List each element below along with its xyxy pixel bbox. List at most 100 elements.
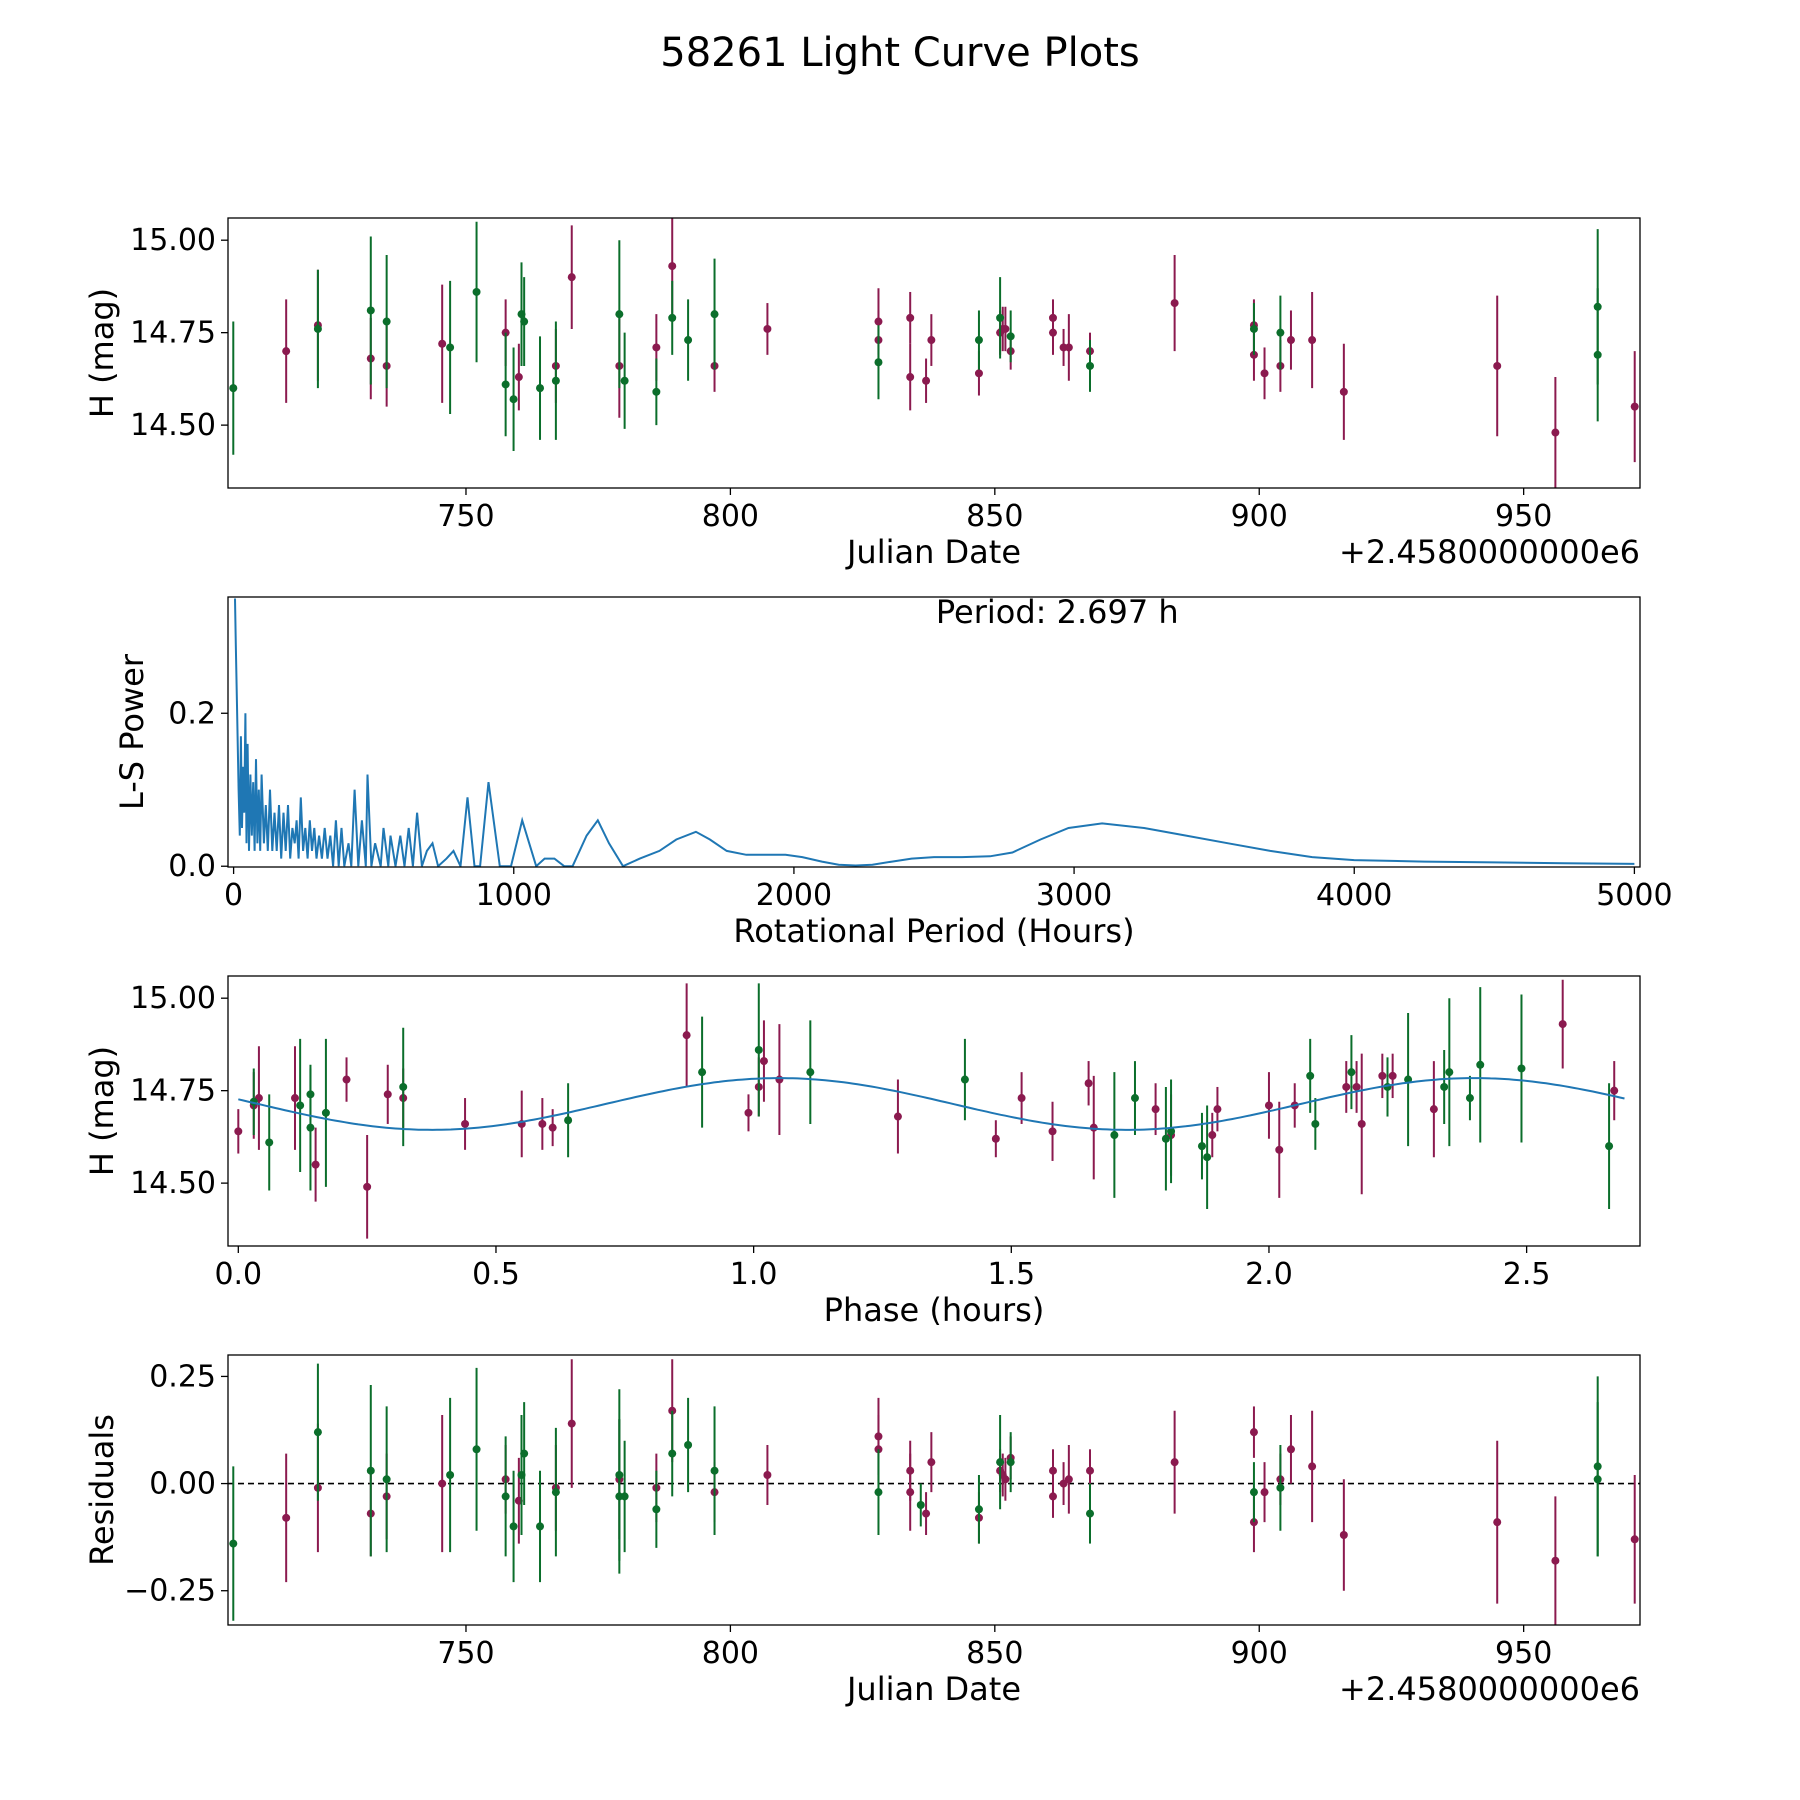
data-point — [927, 1432, 936, 1493]
data-point — [501, 332, 510, 437]
data-marker — [806, 1068, 815, 1077]
data-point — [874, 325, 883, 400]
data-point — [1445, 998, 1454, 1147]
data-point — [1208, 1112, 1217, 1158]
data-marker — [1306, 1071, 1315, 1080]
data-marker — [501, 380, 510, 389]
data-marker — [1493, 361, 1502, 370]
data-marker — [1465, 1094, 1474, 1103]
data-marker — [1197, 1142, 1206, 1151]
periodogram-line — [234, 598, 1635, 867]
data-point — [906, 343, 915, 411]
data-marker — [311, 1160, 320, 1169]
y-axis-label: H (mag) — [83, 288, 121, 418]
data-marker — [1249, 1488, 1258, 1497]
data-marker — [306, 1090, 315, 1099]
data-marker — [564, 1116, 573, 1125]
data-point — [472, 221, 481, 363]
data-marker — [916, 1501, 925, 1509]
data-marker — [996, 313, 1005, 322]
data-marker — [1048, 328, 1057, 337]
data-marker — [548, 1123, 557, 1132]
data-marker — [509, 395, 518, 404]
data-point — [1378, 1053, 1387, 1099]
data-point — [564, 1083, 573, 1158]
data-point — [1064, 1445, 1073, 1514]
data-marker — [960, 1075, 969, 1084]
x-offset-label: +2.4580000000e6 — [1339, 1670, 1640, 1708]
data-point — [382, 1406, 391, 1553]
data-marker — [1064, 1475, 1073, 1484]
data-marker — [290, 1094, 299, 1103]
y-tick-label: 14.50 — [130, 1166, 216, 1201]
data-point — [1352, 1061, 1361, 1113]
data-point — [265, 1094, 274, 1191]
residuals-frame — [227, 1354, 1641, 1626]
data-marker — [620, 376, 629, 385]
data-marker — [1170, 1458, 1179, 1467]
data-marker — [1352, 1082, 1361, 1091]
data-point — [974, 310, 983, 370]
data-point — [567, 225, 576, 329]
data-point — [229, 321, 238, 455]
y-tick-label: 0.0 — [168, 849, 216, 884]
data-point — [1311, 1098, 1320, 1150]
data-marker — [1276, 328, 1285, 337]
data-point — [763, 1445, 772, 1505]
data-marker — [1388, 1071, 1397, 1080]
x-tick-label: 850 — [966, 499, 1023, 534]
data-point — [916, 1483, 925, 1527]
data-marker — [710, 310, 719, 319]
data-marker — [1086, 361, 1095, 370]
data-marker — [1339, 387, 1348, 396]
data-marker — [1593, 1475, 1602, 1484]
data-marker — [399, 1082, 408, 1091]
data-point — [1517, 994, 1526, 1143]
data-point — [1275, 1101, 1284, 1198]
residuals-plot-area — [228, 1359, 1640, 1625]
data-marker — [446, 343, 455, 352]
data-point — [536, 1470, 545, 1583]
data-marker — [652, 1505, 661, 1514]
y-axis-label: Residuals — [83, 1414, 121, 1566]
data-point — [536, 336, 545, 440]
x-tick-label: 750 — [437, 1636, 494, 1671]
data-marker — [1203, 1153, 1212, 1162]
data-marker — [1347, 1068, 1356, 1077]
data-point — [520, 277, 529, 366]
data-marker — [1006, 1458, 1015, 1467]
data-marker — [265, 1138, 274, 1147]
data-marker — [1130, 1094, 1139, 1103]
data-marker — [472, 1445, 481, 1454]
data-marker — [536, 384, 545, 393]
x-axis-label: Julian Date — [845, 533, 1021, 571]
data-marker — [520, 317, 529, 326]
data-point — [472, 1367, 481, 1531]
periodogram-frame — [227, 596, 1641, 868]
data-point — [1170, 254, 1179, 352]
data-point — [996, 1415, 1005, 1510]
data-point — [1404, 1012, 1413, 1147]
data-marker — [366, 306, 375, 315]
data-point — [446, 280, 455, 415]
x-tick-label: 4000 — [1316, 878, 1392, 913]
data-marker — [551, 1488, 560, 1497]
data-point — [684, 299, 693, 381]
x-tick-label: 1.5 — [987, 1257, 1035, 1292]
data-point — [313, 269, 322, 389]
data-point — [1006, 310, 1015, 363]
data-marker — [1208, 1131, 1217, 1140]
data-marker — [974, 336, 983, 345]
data-marker — [1286, 336, 1295, 345]
y-tick-label: 14.50 — [130, 408, 216, 443]
x-tick-label: 5000 — [1596, 878, 1672, 913]
panels: 750 800 850 900 950 14.50 14.75 15.00 Julian Dat… — [83, 217, 1673, 1708]
data-marker — [974, 1505, 983, 1514]
data-marker — [906, 373, 915, 382]
data-point — [927, 314, 936, 366]
data-marker — [382, 1475, 391, 1484]
data-marker — [514, 373, 523, 382]
data-point — [509, 347, 518, 452]
data-point — [1170, 1410, 1179, 1514]
